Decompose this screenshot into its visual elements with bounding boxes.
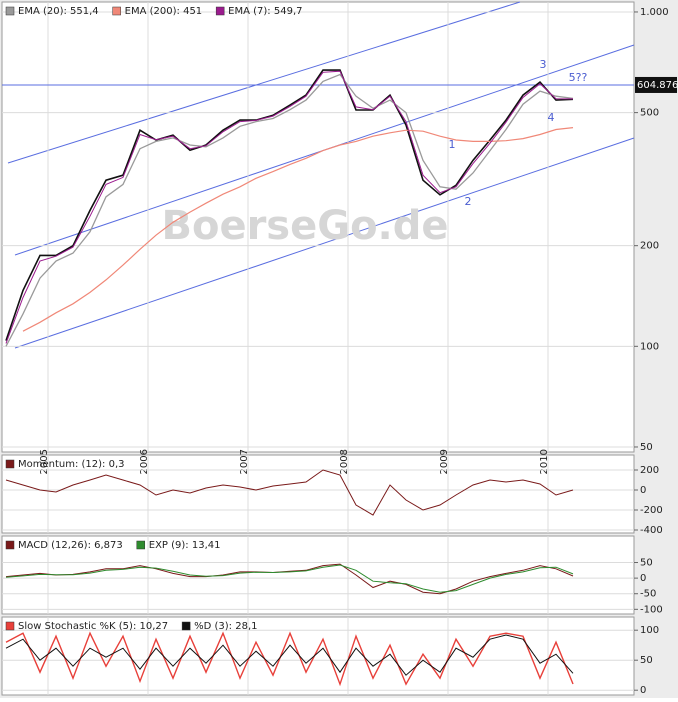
- legend-label: EMA (20): 551,4: [18, 6, 99, 17]
- y-tick-label: 100: [640, 625, 659, 636]
- legend-swatch: [5, 621, 15, 631]
- legend-label: EMA (7): 549,7: [228, 6, 302, 17]
- legend-label: Slow Stochastic %K (5): 10,27: [18, 621, 168, 632]
- series-line: [22, 127, 574, 332]
- legend-label: %D (3): 28,1: [194, 621, 257, 632]
- x-tick-label: 2007: [239, 449, 250, 474]
- series-line: [5, 563, 574, 595]
- wave-label: 1: [449, 138, 456, 151]
- legend-swatch: [5, 540, 15, 550]
- channel-line: [7, 1, 521, 164]
- series-line: [5, 634, 574, 676]
- x-tick-label: 2006: [139, 449, 150, 474]
- legend-label: Momentum: (12): 0,3: [18, 459, 125, 470]
- y-tick-label: 1.000: [640, 7, 669, 18]
- series-line: [5, 70, 574, 344]
- y-tick-label: 50: [640, 655, 653, 666]
- legend-swatch: [5, 459, 15, 469]
- price-label: 604.876: [637, 80, 678, 91]
- y-tick-label: 500: [640, 108, 659, 119]
- channel-line: [14, 137, 635, 349]
- y-tick-label: 0: [640, 685, 646, 696]
- y-tick-label: 0: [640, 573, 646, 584]
- y-tick-label: 50: [640, 558, 653, 569]
- legend-label: EXP (9): 13,41: [149, 540, 221, 551]
- legend-swatch: [5, 6, 15, 16]
- y-tick-label: -200: [640, 505, 663, 516]
- watermark: BoerseGo.de: [161, 203, 448, 249]
- y-tick-label: 0: [640, 485, 646, 496]
- x-tick-label: 2008: [339, 449, 350, 474]
- legend-label: EMA (200): 451: [125, 6, 203, 17]
- wave-label: 3: [540, 58, 547, 71]
- series-line: [5, 69, 574, 341]
- x-tick-label: 2009: [439, 449, 450, 474]
- legend-swatch: [215, 6, 225, 16]
- y-tick-label: 100: [640, 341, 659, 352]
- price-label-box: [635, 76, 677, 93]
- wave-label: 5??: [569, 71, 588, 84]
- y-tick-label: 200: [640, 241, 659, 252]
- series-line: [5, 469, 574, 516]
- y-tick-label: 50: [640, 442, 653, 453]
- panel: [1, 454, 635, 534]
- x-tick-label: 2010: [539, 449, 550, 474]
- panel: [1, 535, 635, 615]
- wave-label: 2: [465, 195, 472, 208]
- y-tick-label: -400: [640, 525, 663, 536]
- x-tick-label: 2005: [39, 449, 50, 474]
- series-line: [5, 73, 574, 347]
- legend-swatch: [112, 6, 121, 16]
- series-line: [5, 631, 574, 687]
- legend-swatch: [136, 540, 146, 550]
- wave-label: 4: [548, 111, 555, 124]
- y-tick-label: -50: [640, 589, 656, 600]
- series-line: [5, 564, 574, 593]
- y-tick-label: -100: [640, 604, 663, 615]
- legend-swatch: [181, 621, 191, 631]
- y-tick-label: 200: [640, 465, 659, 476]
- legend-label: MACD (12,26): 6,873: [18, 540, 123, 551]
